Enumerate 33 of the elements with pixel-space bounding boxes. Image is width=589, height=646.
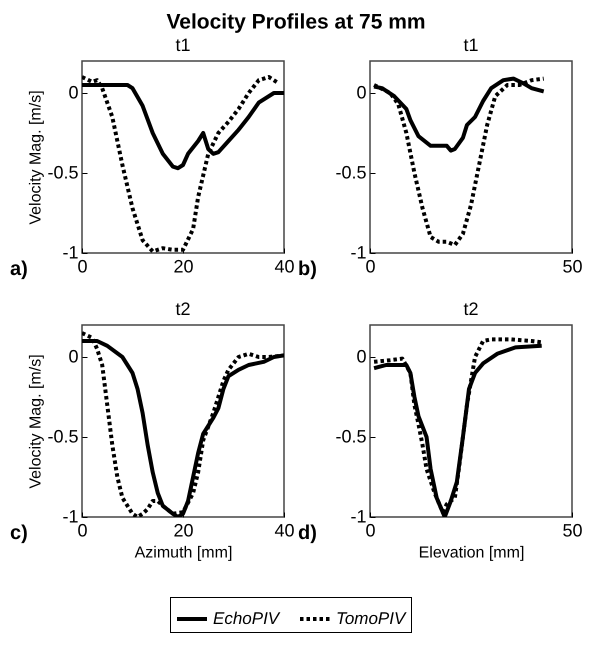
y-tick-label: -1 bbox=[62, 242, 78, 262]
y-tick-label: -0.5 bbox=[47, 162, 78, 182]
x-axis-title: Azimuth [mm] bbox=[134, 544, 232, 562]
text: c) bbox=[10, 522, 28, 544]
chart-title: Velocity Profiles at 75 mm bbox=[166, 10, 426, 34]
x-tick-label: 40 bbox=[274, 520, 295, 540]
chart-subtitle: t1 bbox=[175, 35, 191, 55]
y-axis-title: Velocity Mag. [m/s] bbox=[27, 90, 44, 225]
y-tick-label: 0 bbox=[356, 346, 366, 366]
y-axis-title: Velocity Mag. [m/s] bbox=[27, 354, 44, 489]
y-tick-label: -0.5 bbox=[335, 426, 366, 446]
text: d) bbox=[298, 522, 317, 544]
y-tick-label: 0 bbox=[356, 82, 366, 102]
y-tick-label: -0.5 bbox=[47, 426, 78, 446]
y-tick-label: -1 bbox=[350, 242, 366, 262]
chart-title: t2 bbox=[463, 299, 479, 319]
y-tick-label: -0.5 bbox=[335, 162, 366, 182]
x-axis-title: Elevation [mm] bbox=[418, 544, 524, 562]
x-tick-label: 20 bbox=[173, 520, 194, 540]
x-tick-label: 50 bbox=[562, 520, 583, 540]
chart-title: t1 bbox=[463, 35, 479, 55]
x-tick-label: 20 bbox=[173, 256, 194, 276]
y-tick-label: -1 bbox=[350, 506, 366, 526]
legend-label: TomoPIV bbox=[336, 609, 407, 628]
legend-label: EchoPIV bbox=[213, 609, 281, 628]
chart-title: t2 bbox=[175, 299, 191, 319]
text: a) bbox=[10, 258, 28, 280]
y-tick-label: 0 bbox=[68, 82, 78, 102]
y-tick-label: 0 bbox=[68, 346, 78, 366]
x-tick-label: 50 bbox=[562, 256, 583, 276]
text: b) bbox=[298, 258, 317, 280]
y-tick-label: -1 bbox=[62, 506, 78, 526]
x-tick-label: 40 bbox=[274, 256, 295, 276]
